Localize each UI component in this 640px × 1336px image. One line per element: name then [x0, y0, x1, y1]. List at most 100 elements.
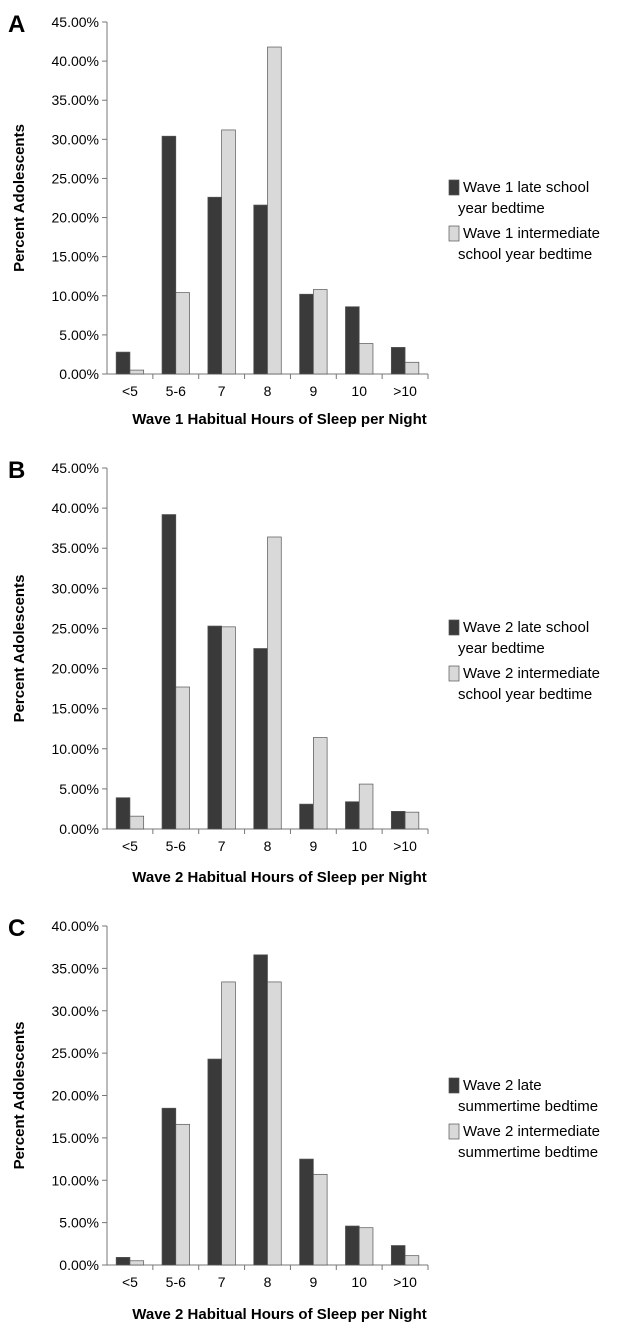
- x-tick-label: 10: [351, 1274, 367, 1290]
- bar-late-c: [253, 954, 268, 1266]
- legend-label: Wave 2 intermediate: [463, 1123, 600, 1140]
- bar-late-b: [253, 648, 268, 830]
- y-tick-label: 45.00%: [52, 14, 99, 30]
- bar-intermediate-c: [358, 1227, 374, 1266]
- bar-intermediate-b: [175, 686, 190, 830]
- bar-intermediate-a: [313, 289, 328, 375]
- bar-intermediate-c: [313, 1173, 328, 1266]
- bar-intermediate-b: [129, 815, 145, 830]
- bar-intermediate-c: [267, 981, 282, 1266]
- bar-late-a: [253, 204, 268, 375]
- panel-label-c: C: [8, 915, 25, 942]
- x-tick-label: 8: [264, 1274, 272, 1290]
- y-tick-label: 10.00%: [52, 741, 99, 757]
- legend-label: Wave 1 intermediate: [463, 225, 600, 242]
- bar-late-a: [161, 135, 177, 375]
- legend-label: Wave 2 late: [463, 1077, 542, 1094]
- panel-label-b: B: [8, 457, 25, 484]
- x-tick-label: 5-6: [166, 383, 186, 399]
- bar-late-b: [207, 625, 222, 830]
- bar-intermediate-b: [358, 783, 374, 830]
- y-tick-label: 35.00%: [52, 960, 99, 976]
- x-tick-label: >10: [393, 1274, 417, 1290]
- chart-panel-c: C 0.00% 5.00% 10.00% 15.00% 20.00% 25.00% 30.00…: [0, 890, 640, 1336]
- bar-intermediate-a: [175, 292, 190, 375]
- bar-late-c: [299, 1158, 314, 1266]
- y-tick-label: 0.00%: [59, 1257, 99, 1273]
- y-tick-label: 15.00%: [52, 1130, 99, 1146]
- bar-late-a: [299, 293, 314, 375]
- bar-intermediate-a: [129, 369, 145, 375]
- y-tick-label: 40.00%: [52, 53, 99, 69]
- bar-intermediate-a: [221, 129, 236, 375]
- bar-intermediate-b: [267, 536, 282, 830]
- x-axis-title-a: Wave 1 Habitual Hours of Sleep per Night: [132, 411, 427, 428]
- legend-swatch-late: [448, 619, 460, 636]
- y-tick-label: 25.00%: [52, 1045, 99, 1061]
- y-tick-label: 0.00%: [59, 821, 99, 837]
- legend-label: year bedtime: [458, 640, 545, 657]
- bar-late-c: [207, 1058, 222, 1266]
- y-tick-label: 45.00%: [52, 460, 99, 476]
- chart-c-svg: C 0.00% 5.00% 10.00% 15.00% 20.00% 25.00% 30.00…: [8, 915, 600, 1323]
- y-tick-label: 30.00%: [52, 131, 99, 147]
- x-tick-label: 7: [218, 838, 226, 854]
- bar-late-c: [115, 1257, 131, 1266]
- y-tick-label: 20.00%: [52, 661, 99, 677]
- y-tick-label: 35.00%: [52, 540, 99, 556]
- y-tick-label: 15.00%: [52, 701, 99, 717]
- bar-late-b: [390, 811, 406, 830]
- y-tick-label: 30.00%: [52, 580, 99, 596]
- bar-late-a: [390, 347, 406, 375]
- y-tick-label: 25.00%: [52, 620, 99, 636]
- legend-swatch-intermediate: [448, 1123, 460, 1140]
- y-tick-label: 40.00%: [52, 918, 99, 934]
- bar-late-b: [115, 797, 131, 830]
- legend-label: Wave 2 late school: [463, 619, 589, 636]
- x-tick-label: 10: [351, 383, 367, 399]
- x-tick-label: 9: [309, 838, 317, 854]
- bar-late-a: [345, 306, 360, 375]
- bar-late-c: [390, 1245, 406, 1266]
- chart-panel-a: A 0.00% 5.00% 10.00% 15.00% 20.00% 25.00% 30.00…: [0, 0, 640, 440]
- bar-intermediate-b: [313, 737, 328, 830]
- y-tick-label: 30.00%: [52, 1003, 99, 1019]
- legend-swatch-intermediate: [448, 225, 460, 242]
- bar-intermediate-c: [175, 1123, 190, 1266]
- legend-swatch-late: [448, 1077, 460, 1094]
- x-tick-label: 9: [309, 1274, 317, 1290]
- y-tick-label: 25.00%: [52, 170, 99, 186]
- y-tick-label: 5.00%: [59, 1215, 99, 1231]
- y-tick-label: 40.00%: [52, 500, 99, 516]
- x-tick-label: 10: [351, 838, 367, 854]
- bar-late-c: [161, 1107, 177, 1266]
- bar-late-b: [161, 514, 177, 830]
- x-axis-title-c: Wave 2 Habitual Hours of Sleep per Night: [132, 1306, 427, 1323]
- bar-intermediate-c: [129, 1260, 145, 1266]
- x-axis-title-b: Wave 2 Habitual Hours of Sleep per Night: [132, 869, 427, 886]
- x-tick-label: <5: [122, 1274, 138, 1290]
- bar-intermediate-c: [221, 981, 236, 1266]
- bar-intermediate-a: [358, 343, 374, 375]
- legend-label: year bedtime: [458, 200, 545, 217]
- bar-intermediate-b: [221, 626, 236, 830]
- legend-swatch-intermediate: [448, 665, 460, 682]
- legend-label: summertime bedtime: [458, 1098, 598, 1115]
- x-tick-label: 8: [264, 383, 272, 399]
- bar-intermediate-a: [267, 46, 282, 375]
- y-tick-label: 20.00%: [52, 1088, 99, 1104]
- legend-swatch-late: [448, 179, 460, 196]
- x-tick-label: <5: [122, 838, 138, 854]
- bar-late-a: [207, 196, 222, 375]
- bar-late-b: [299, 803, 314, 830]
- y-tick-label: 35.00%: [52, 92, 99, 108]
- legend-label: school year bedtime: [458, 246, 592, 263]
- bar-late-c: [345, 1225, 360, 1266]
- x-tick-label: 7: [218, 383, 226, 399]
- chart-panel-b: B 0.00% 5.00% 10.00% 15.00% 20.00% 25.00% 30.00…: [0, 440, 640, 890]
- y-axis-title-c: Percent Adolescents: [11, 1022, 28, 1170]
- y-axis-title-b: Percent Adolescents: [11, 575, 28, 723]
- bar-late-b: [345, 801, 360, 830]
- y-tick-label: 5.00%: [59, 327, 99, 343]
- bar-intermediate-c: [404, 1255, 420, 1266]
